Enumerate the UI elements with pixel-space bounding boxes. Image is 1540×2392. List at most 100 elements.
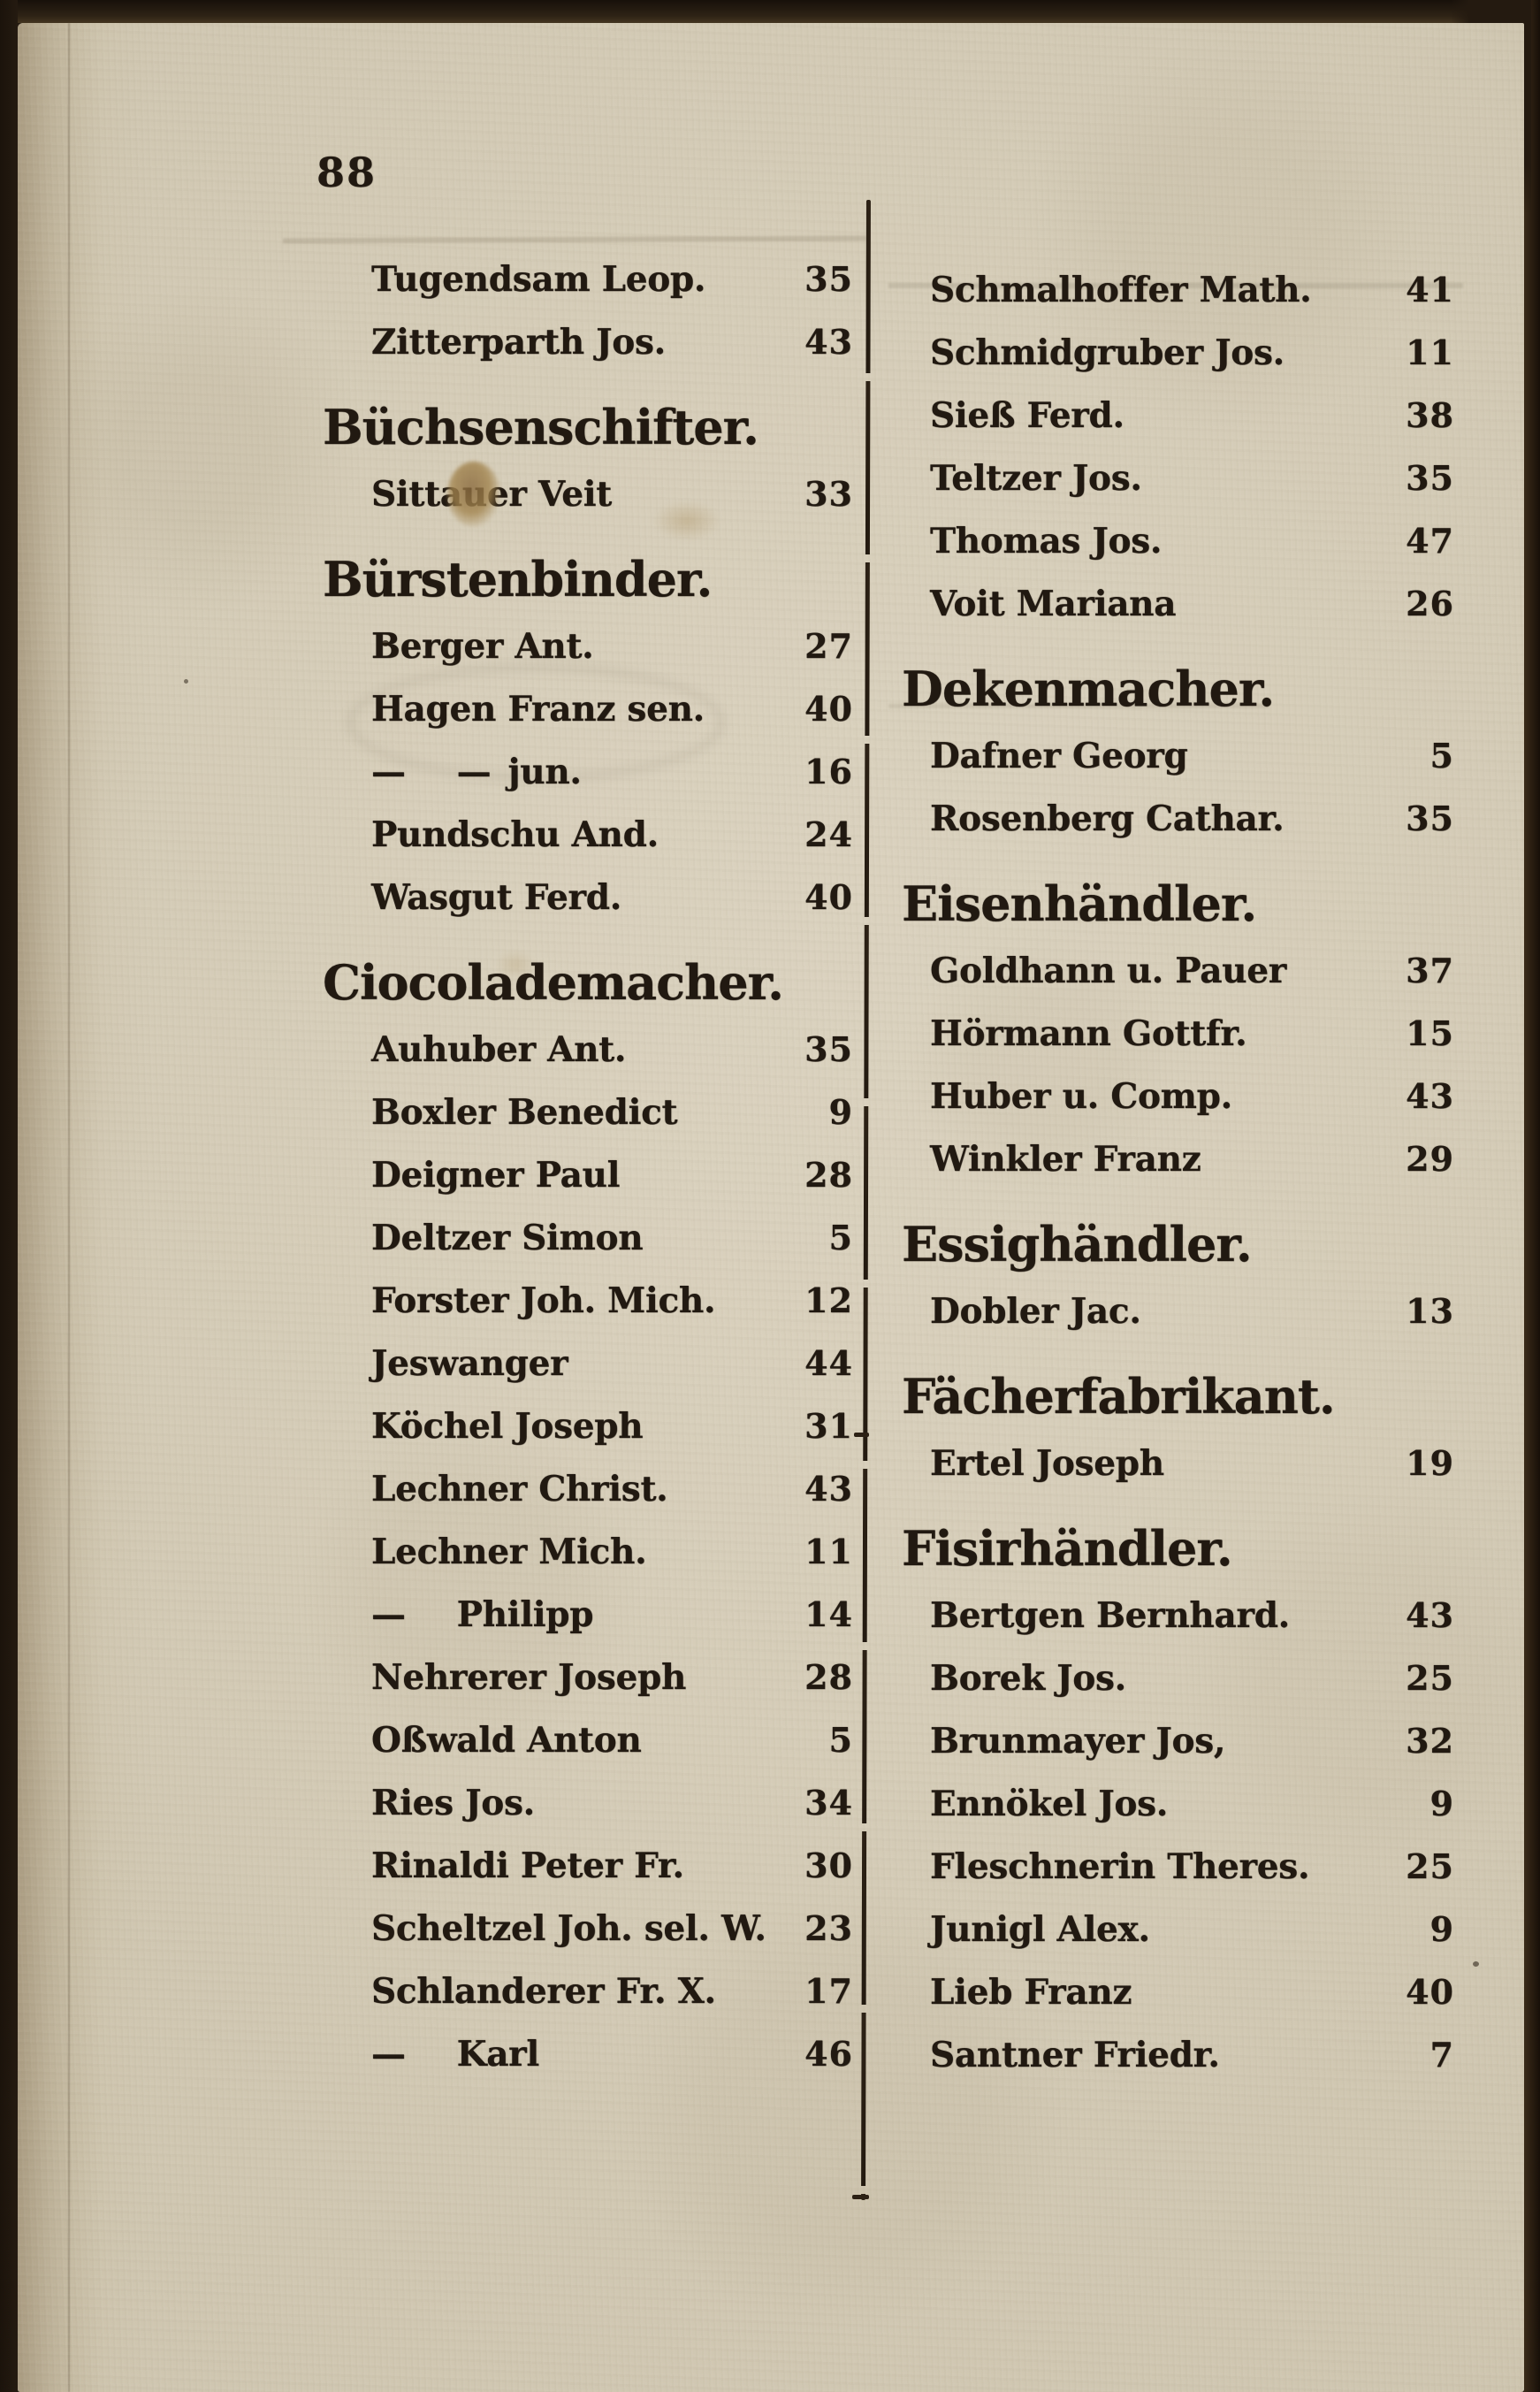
- directory-entry: Winkler Franz 29: [902, 1127, 1454, 1190]
- directory-entry: — Philipp 14: [323, 1583, 853, 1646]
- directory-entry: Lechner Mich. 11: [323, 1520, 853, 1583]
- entry-name: Sieß Ferd.: [930, 395, 1125, 436]
- directory-entry: Deltzer Simon 5: [323, 1206, 853, 1269]
- entry-name: Ertel Joseph: [930, 1443, 1164, 1484]
- entry-house-number: 15: [1406, 1013, 1454, 1053]
- entry-name: Fleschnerin Theres.: [930, 1846, 1310, 1887]
- entry-name: Wasgut Ferd.: [371, 877, 622, 918]
- directory-entry: Schlanderer Fr. X. 17: [323, 1960, 853, 2022]
- trade-category-heading: Eisenhändler.: [902, 876, 1454, 931]
- trade-category-heading: Büchsenschifter.: [323, 400, 853, 455]
- entry-house-number: 28: [804, 1657, 853, 1697]
- entry-name: Thomas Jos.: [930, 521, 1163, 562]
- entry-house-number: 43: [1406, 1076, 1454, 1116]
- directory-entry: Auhuber Ant. 35: [323, 1018, 853, 1081]
- paper-page: 88 Tugendsam Leop. 35 Zitterparth Jos. 43 Bü…: [18, 23, 1524, 2392]
- entry-name: Köchel Joseph: [371, 1406, 644, 1447]
- entry-house-number: 40: [1406, 1972, 1454, 2012]
- directory-entry: Borek Jos. 25: [902, 1647, 1454, 1709]
- entry-house-number: 23: [804, 1908, 853, 1948]
- ink-speck: [382, 640, 389, 646]
- directory-entry: Schmalhoffer Math. 41: [902, 258, 1454, 321]
- entry-house-number: 9: [828, 1092, 853, 1132]
- entry-house-number: 5: [828, 1720, 853, 1760]
- entry-name: Jeswanger: [371, 1343, 568, 1384]
- entry-name: Nehrerer Joseph: [371, 1657, 687, 1698]
- directory-entry: Nehrerer Joseph 28: [323, 1646, 853, 1708]
- directory-entry: Bertgen Bernhard. 43: [902, 1584, 1454, 1647]
- directory-entry: Sittauer Veit 33: [323, 462, 853, 525]
- entry-house-number: 25: [1406, 1846, 1454, 1886]
- directory-column-right: Schmalhoffer Math. 41 Schmidgruber Jos. 11 S…: [902, 258, 1454, 2086]
- directory-entry: Hörmann Gottfr. 15: [902, 1002, 1454, 1065]
- entry-house-number: 27: [804, 626, 853, 666]
- directory-entry: Teltzer Jos. 35: [902, 447, 1454, 509]
- entry-house-number: 32: [1406, 1721, 1454, 1761]
- directory-entry: Boxler Benedict 9: [323, 1081, 853, 1143]
- directory-entry: Voit Mariana 26: [902, 572, 1454, 635]
- entry-house-number: 24: [804, 814, 853, 854]
- entry-name: Santner Friedr.: [930, 2035, 1220, 2075]
- directory-entry: Ertel Joseph 19: [902, 1432, 1454, 1494]
- directory-entry: Lieb Franz 40: [902, 1960, 1454, 2023]
- entry-name: Lechner Christ.: [371, 1469, 668, 1509]
- entry-house-number: 9: [1429, 1909, 1454, 1949]
- directory-entry: Huber u. Comp. 43: [902, 1065, 1454, 1127]
- trade-category-heading: Dekenmacher.: [902, 661, 1454, 716]
- trade-category-label: Ciocolademacher.: [323, 954, 784, 1011]
- entry-house-number: 11: [1406, 332, 1454, 372]
- entry-name: Bertgen Bernhard.: [930, 1595, 1290, 1636]
- trade-category-heading: Essighändler.: [902, 1217, 1454, 1272]
- directory-entry: Lechner Christ. 43: [323, 1457, 853, 1520]
- directory-entry: Goldhann u. Pauer 37: [902, 939, 1454, 1002]
- directory-entry: Sieß Ferd. 38: [902, 384, 1454, 447]
- entry-name: Huber u. Comp.: [930, 1076, 1232, 1117]
- entry-name: Schlanderer Fr. X.: [371, 1971, 716, 2012]
- entry-house-number: 44: [804, 1343, 853, 1383]
- entry-name: Ennökel Jos.: [930, 1784, 1169, 1824]
- directory-entry: Dobler Jac. 13: [902, 1280, 1454, 1342]
- entry-name: Zitterparth Jos.: [371, 322, 666, 363]
- entry-name: Schmalhoffer Math.: [930, 270, 1312, 310]
- entry-house-number: 41: [1406, 270, 1454, 310]
- entry-name: Boxler Benedict: [371, 1092, 678, 1133]
- entry-house-number: 34: [804, 1783, 853, 1823]
- entry-name: Junigl Alex.: [930, 1909, 1150, 1950]
- entry-name: Borek Jos.: [930, 1658, 1126, 1699]
- directory-entry: — — jun. 16: [323, 740, 853, 803]
- directory-entry: Ennökel Jos. 9: [902, 1772, 1454, 1835]
- ink-speck: [184, 679, 188, 684]
- entry-name: Deigner Paul: [371, 1155, 621, 1196]
- entry-house-number: 37: [1406, 951, 1454, 990]
- entry-house-number: 7: [1429, 2035, 1454, 2075]
- entry-name: Ries Jos.: [371, 1783, 535, 1823]
- entry-house-number: 13: [1406, 1291, 1454, 1331]
- entry-name: Dobler Jac.: [930, 1291, 1141, 1332]
- trade-category-heading: Fächerfabrikant.: [902, 1369, 1454, 1424]
- entry-name: Schmidgruber Jos.: [930, 332, 1285, 373]
- directory-entry: Rosenberg Cathar. 35: [902, 787, 1454, 850]
- directory-entry: Köchel Joseph 31: [323, 1395, 853, 1457]
- entry-name: Dafner Georg: [930, 736, 1188, 776]
- directory-entry: Forster Joh. Mich. 12: [323, 1269, 853, 1332]
- entry-name: — — jun.: [371, 752, 582, 792]
- entry-house-number: 43: [804, 1469, 853, 1509]
- directory-entry: Wasgut Ferd. 40: [323, 866, 853, 929]
- entry-house-number: 40: [804, 877, 853, 917]
- entry-name: Goldhann u. Pauer: [930, 951, 1286, 991]
- directory-entry: — Karl 46: [323, 2022, 853, 2085]
- directory-entry: Tugendsam Leop. 35: [323, 248, 853, 310]
- divider-tick: [852, 2195, 869, 2199]
- entry-name: Pundschu And.: [371, 814, 659, 855]
- entry-house-number: 11: [804, 1532, 853, 1571]
- entry-house-number: 31: [804, 1406, 853, 1446]
- entry-name: Tugendsam Leop.: [371, 259, 706, 300]
- entry-house-number: 17: [804, 1971, 853, 2011]
- entry-name: Lieb Franz: [930, 1972, 1132, 2013]
- directory-entry: Dafner Georg 5: [902, 724, 1454, 787]
- directory-entry: Zitterparth Jos. 43: [323, 310, 853, 373]
- directory-entry: Hagen Franz sen. 40: [323, 677, 853, 740]
- column-divider-rule: [861, 199, 871, 2201]
- entry-name: Auhuber Ant.: [371, 1029, 627, 1070]
